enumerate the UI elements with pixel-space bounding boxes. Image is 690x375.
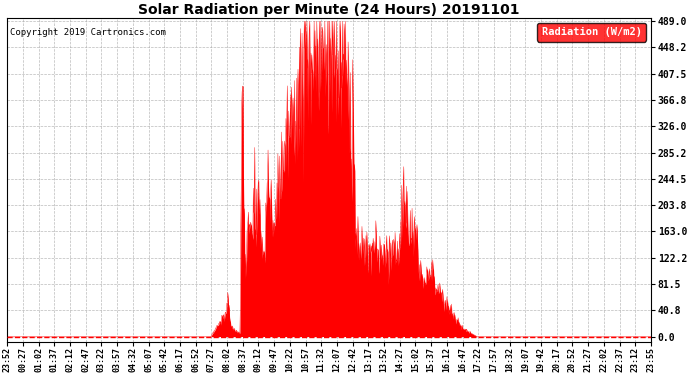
Legend: Radiation (W/m2): Radiation (W/m2) <box>538 23 646 42</box>
Text: Copyright 2019 Cartronics.com: Copyright 2019 Cartronics.com <box>10 28 166 37</box>
Title: Solar Radiation per Minute (24 Hours) 20191101: Solar Radiation per Minute (24 Hours) 20… <box>138 3 520 17</box>
